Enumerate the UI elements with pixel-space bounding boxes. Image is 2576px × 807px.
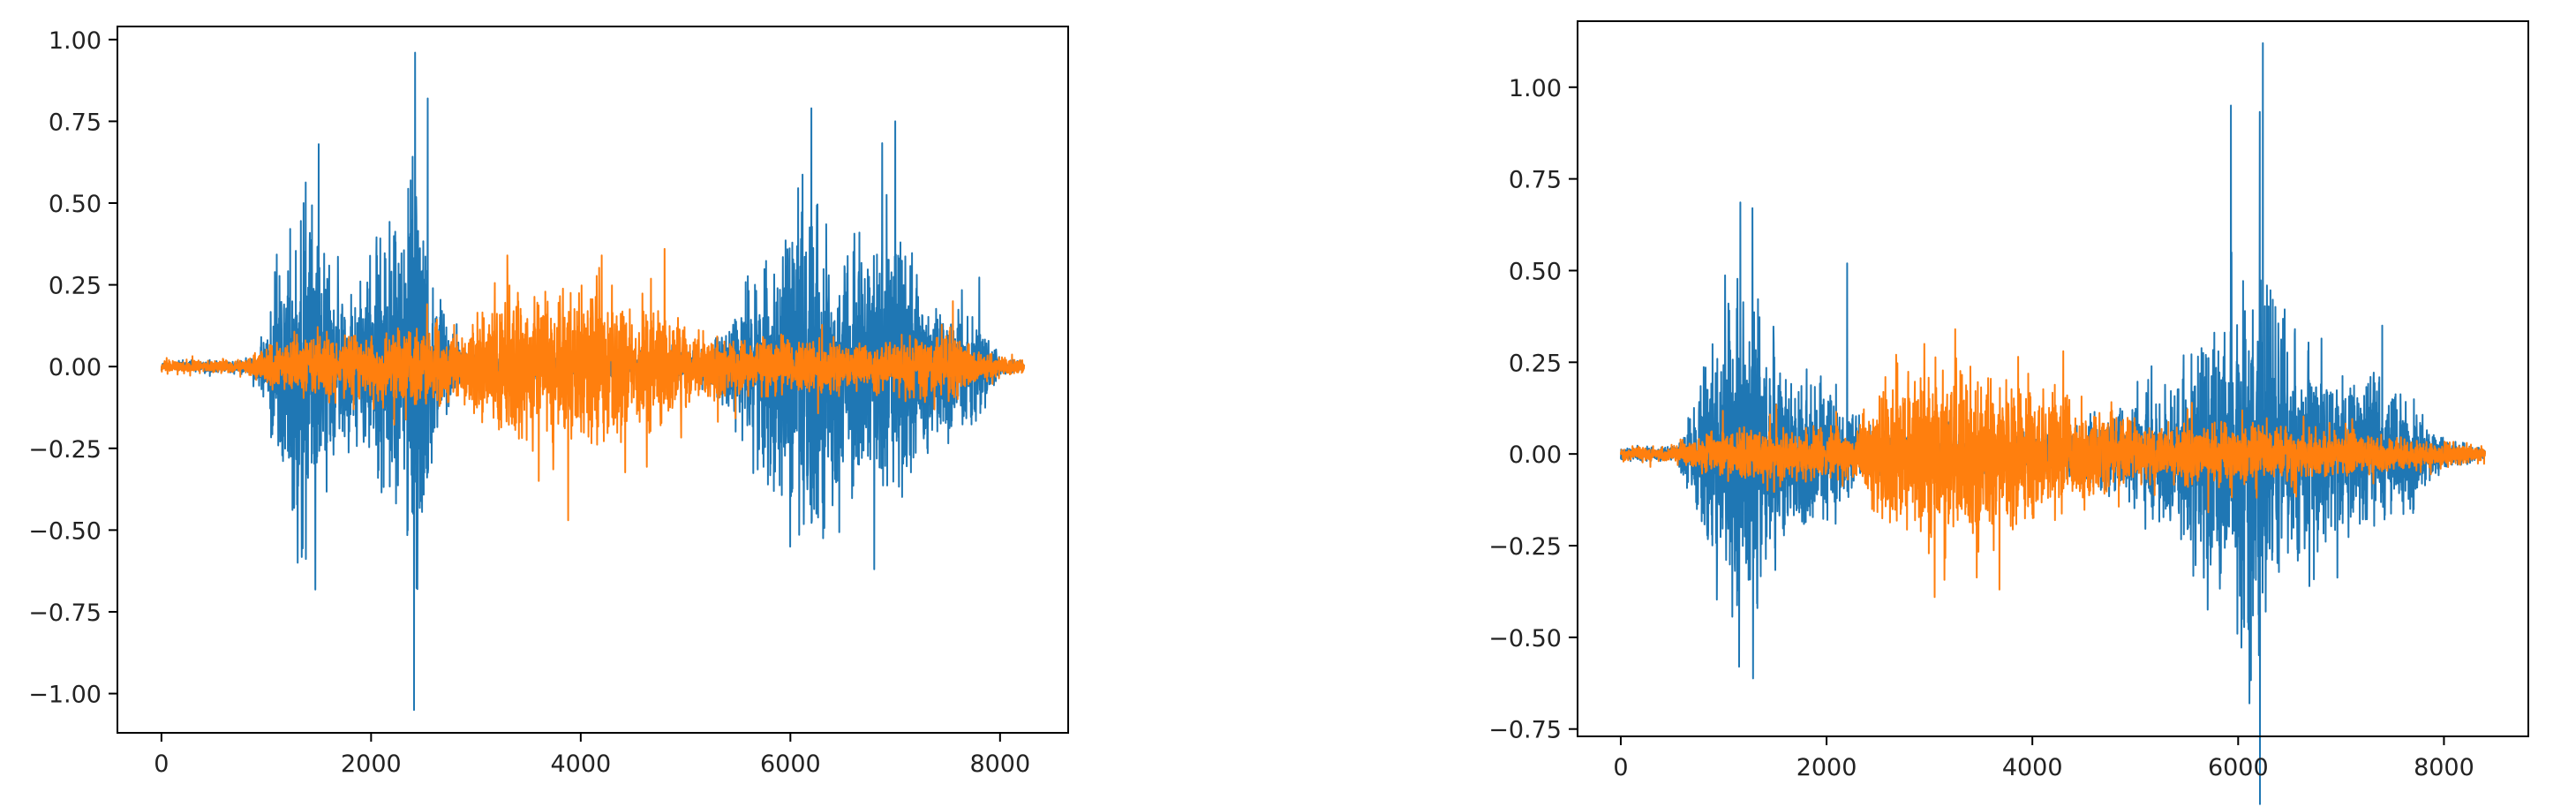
- right-waveform-chart: 0 2000 4000 6000 8000 1.00 0.75 0.50 0.25 0.00 −0.…: [1488, 20, 2529, 805]
- y-tick-label: −0.75: [28, 600, 102, 627]
- y-tick-label: −0.75: [1488, 717, 1562, 744]
- y-tick-label: 0.75: [1509, 167, 1562, 194]
- left-axis-ticks: 0 2000 4000 6000 8000 1.00 0.75 0.50 0.25 0.00 −0.…: [28, 27, 1030, 778]
- x-tick-label: 6000: [760, 750, 821, 778]
- x-tick-label: 4000: [2002, 754, 2063, 781]
- x-tick-label: 6000: [2208, 754, 2269, 781]
- left-axes-frame: [117, 26, 1069, 734]
- y-tick-label: 1.00: [49, 27, 102, 55]
- x-tick-label: 4000: [550, 750, 611, 778]
- left-series-layer: [160, 51, 1026, 712]
- y-tick-label: 0.50: [49, 191, 102, 218]
- right-series-layer: [1620, 41, 2486, 805]
- x-tick-label: 0: [154, 750, 169, 778]
- x-tick-label: 2000: [1796, 754, 1857, 781]
- x-tick-label: 2000: [341, 750, 402, 778]
- y-tick-label: 0.00: [49, 354, 102, 381]
- x-tick-label: 8000: [969, 750, 1030, 778]
- y-tick-label: 0.25: [1509, 350, 1562, 377]
- left-waveform-chart: 0 2000 4000 6000 8000 1.00 0.75 0.50 0.25 0.00 −0.…: [28, 26, 1069, 778]
- y-tick-label: −0.50: [1488, 625, 1562, 652]
- y-tick-label: 0.75: [49, 109, 102, 136]
- x-tick-label: 8000: [2414, 754, 2474, 781]
- right-axes-frame: [1577, 20, 2529, 737]
- x-tick-label: 0: [1613, 754, 1628, 781]
- y-tick-label: 1.00: [1509, 75, 1562, 102]
- y-tick-label: −0.25: [28, 436, 102, 464]
- series-line-orange: [160, 247, 1026, 522]
- y-tick-label: 0.50: [1509, 258, 1562, 285]
- right-axis-ticks: 0 2000 4000 6000 8000 1.00 0.75 0.50 0.25 0.00 −0.…: [1488, 75, 2474, 781]
- y-tick-label: 0.25: [49, 273, 102, 300]
- series-line-orange: [1620, 328, 2486, 599]
- y-tick-label: −0.25: [1488, 533, 1562, 561]
- y-tick-label: 0.00: [1509, 441, 1562, 469]
- y-tick-label: −1.00: [28, 682, 102, 709]
- y-tick-label: −0.50: [28, 517, 102, 545]
